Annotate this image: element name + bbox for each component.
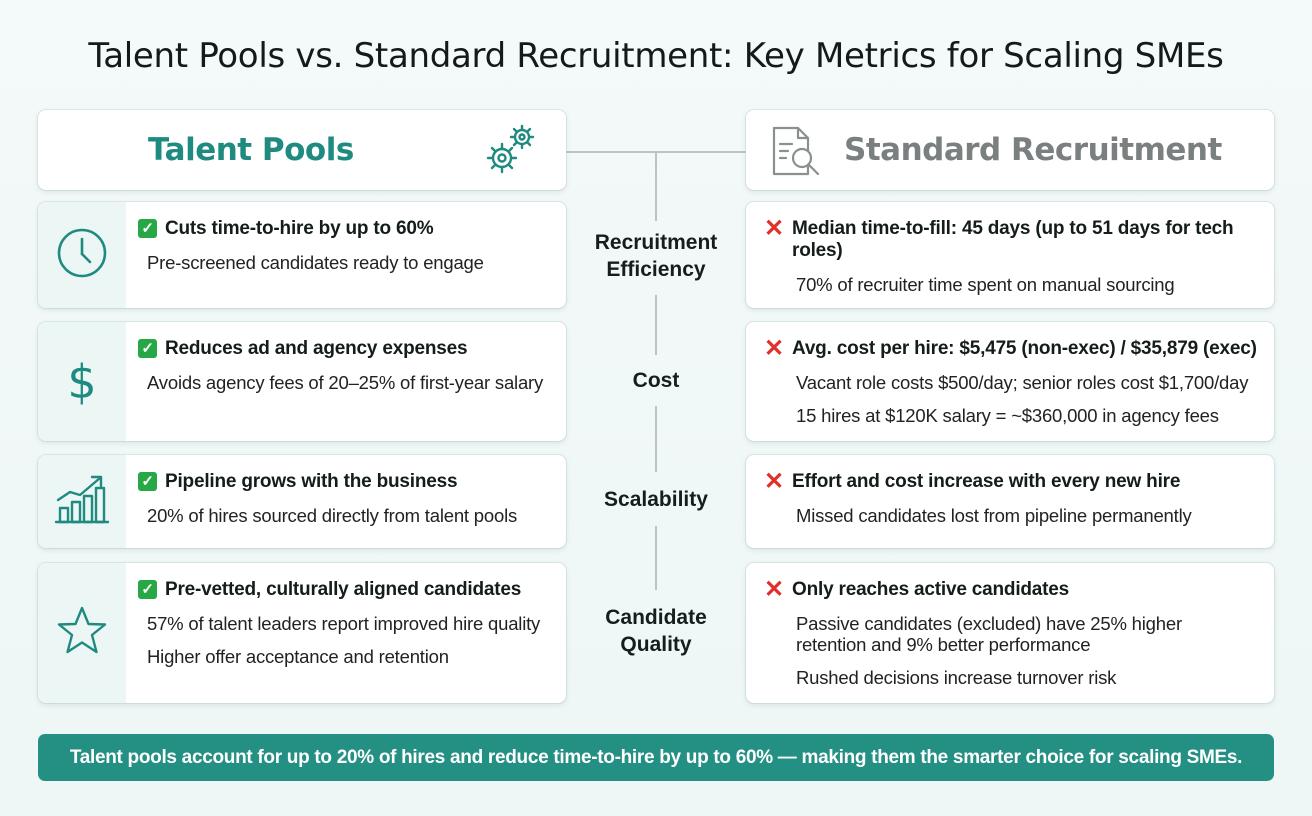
row-headline: Only reaches active candidates — [792, 579, 1070, 600]
connector-line — [655, 406, 657, 472]
row-detail: Vacant role costs $500/day; senior roles… — [796, 372, 1249, 393]
connector-line — [656, 151, 746, 153]
star-icon — [55, 605, 109, 662]
row-detail: Avoids agency fees of 20–25% of first-ye… — [147, 372, 544, 393]
clock-icon — [56, 227, 108, 284]
row-detail: Missed candidates lost from pipeline per… — [796, 505, 1192, 526]
gears-icon — [482, 122, 540, 185]
standard-row-quality: ✕ Only reaches active candidates Passive … — [746, 563, 1274, 703]
standard-recruitment-header: Standard Recruitment — [746, 110, 1274, 190]
talent-pools-title: Talent Pools — [148, 132, 354, 168]
connector-line — [566, 151, 656, 153]
talent-pools-row-scalability: ✓ Pipeline grows with the business 20% of… — [38, 455, 566, 548]
category-label-efficiency: Recruitment Efficiency — [594, 231, 718, 281]
cross-icon: ✕ — [764, 576, 784, 603]
standard-row-scalability: ✕ Effort and cost increase with every new… — [746, 455, 1274, 548]
row-headline: Effort and cost increase with every new … — [792, 471, 1181, 492]
growth-chart-icon — [54, 472, 110, 531]
row-detail: Rushed decisions increase turnover risk — [796, 667, 1117, 688]
row-headline: Pipeline grows with the business — [165, 471, 458, 492]
checkmark-icon: ✓ — [138, 219, 157, 238]
page-title: Talent Pools vs. Standard Recruitment: K… — [88, 36, 1224, 76]
talent-pools-row-quality: ✓ Pre-vetted, culturally aligned candidat… — [38, 563, 566, 703]
row-headline: Avg. cost per hire: $5,475 (non-exec) / … — [792, 338, 1257, 359]
row-detail: 70% of recruiter time spent on manual so… — [796, 274, 1175, 295]
talent-pools-header: Talent Pools — [38, 110, 566, 190]
row-headline: Reduces ad and agency expenses — [165, 338, 468, 359]
row-headline: Median time-to-fill: 45 days (up to 51 d… — [792, 218, 1234, 261]
document-search-icon — [768, 124, 826, 185]
row-detail: Pre-screened candidates ready to engage — [147, 252, 484, 273]
checkmark-icon: ✓ — [138, 472, 157, 491]
row-detail: 20% of hires sourced directly from talen… — [147, 505, 518, 526]
checkmark-icon: ✓ — [138, 580, 157, 599]
connector-line — [655, 526, 657, 590]
talent-pools-row-efficiency: ✓ Cuts time-to-hire by up to 60% Pre-scre… — [38, 202, 566, 308]
row-headline: Pre-vetted, culturally aligned candidate… — [165, 579, 522, 600]
row-detail: Passive candidates (excluded) have 25% h… — [796, 613, 1182, 655]
row-detail: 15 hires at $120K salary = ~$360,000 in … — [796, 405, 1219, 426]
summary-banner: Talent pools account for up to 20% of hi… — [38, 734, 1274, 781]
category-label-scalability: Scalability — [604, 488, 708, 511]
connector-line — [655, 295, 657, 355]
row-headline: Cuts time-to-hire by up to 60% — [165, 218, 434, 239]
summary-text: Talent pools account for up to 20% of hi… — [69, 746, 1243, 768]
dollar-icon: $ — [67, 354, 97, 409]
row-detail: Higher offer acceptance and retention — [147, 646, 449, 667]
standard-row-cost: ✕ Avg. cost per hire: $5,475 (non-exec) /… — [746, 322, 1274, 441]
standard-recruitment-title: Standard Recruitment — [844, 132, 1222, 168]
cross-icon: ✕ — [764, 215, 784, 242]
cross-icon: ✕ — [764, 335, 784, 362]
category-label-cost: Cost — [632, 369, 680, 392]
talent-pools-row-cost: $ ✓ Reduces ad and agency expenses Avoids… — [38, 322, 566, 441]
cross-icon: ✕ — [764, 468, 784, 495]
category-label-quality: Candidate Quality — [605, 606, 707, 656]
standard-row-efficiency: ✕ Median time-to-fill: 45 days (up to 51 … — [746, 202, 1274, 308]
row-detail: 57% of talent leaders report improved hi… — [147, 613, 541, 634]
checkmark-icon: ✓ — [138, 339, 157, 358]
connector-line — [655, 151, 657, 221]
